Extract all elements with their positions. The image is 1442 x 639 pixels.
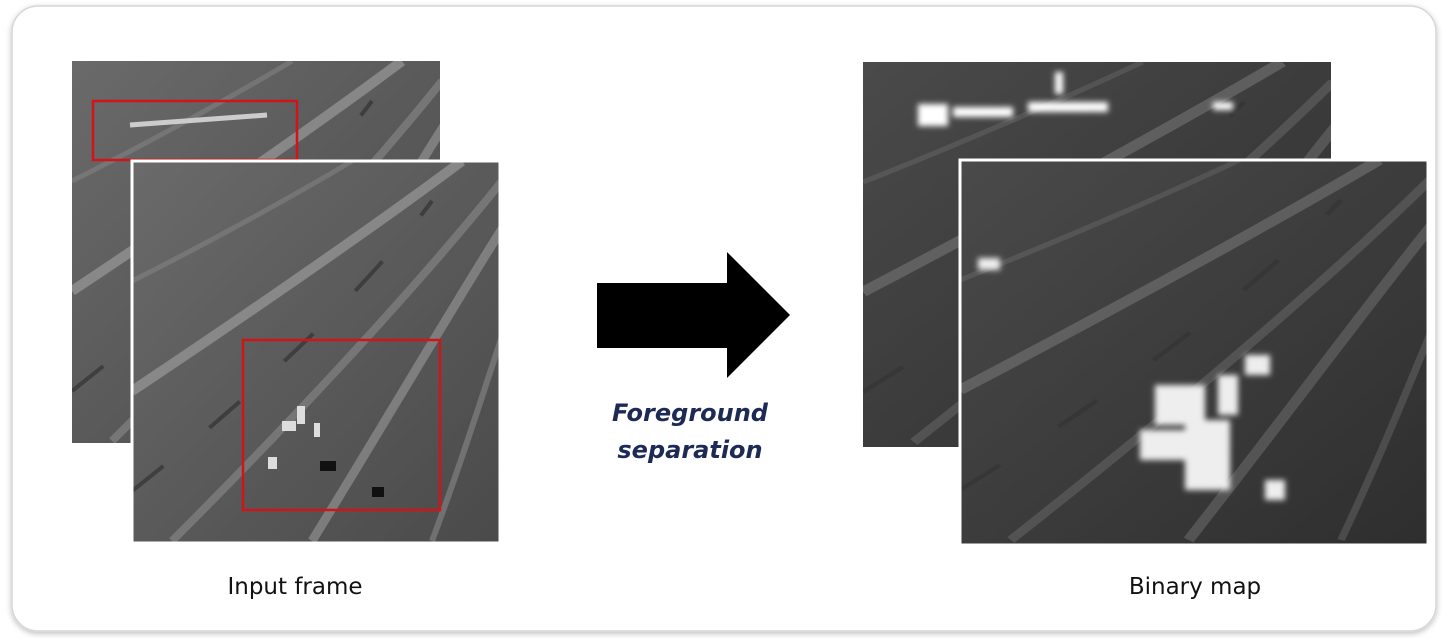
diagram: Foreground separation Input frame Binary… [0,0,1442,639]
binary-map-front [960,160,1436,545]
input-label: Input frame [227,574,362,600]
page: {"diagram": {"input_label": "Input frame… [0,0,1442,639]
output-label: Binary map [1129,574,1261,600]
process-label: Foreground [612,399,769,427]
process-label: separation [617,436,762,464]
input-frame-front [132,161,507,543]
